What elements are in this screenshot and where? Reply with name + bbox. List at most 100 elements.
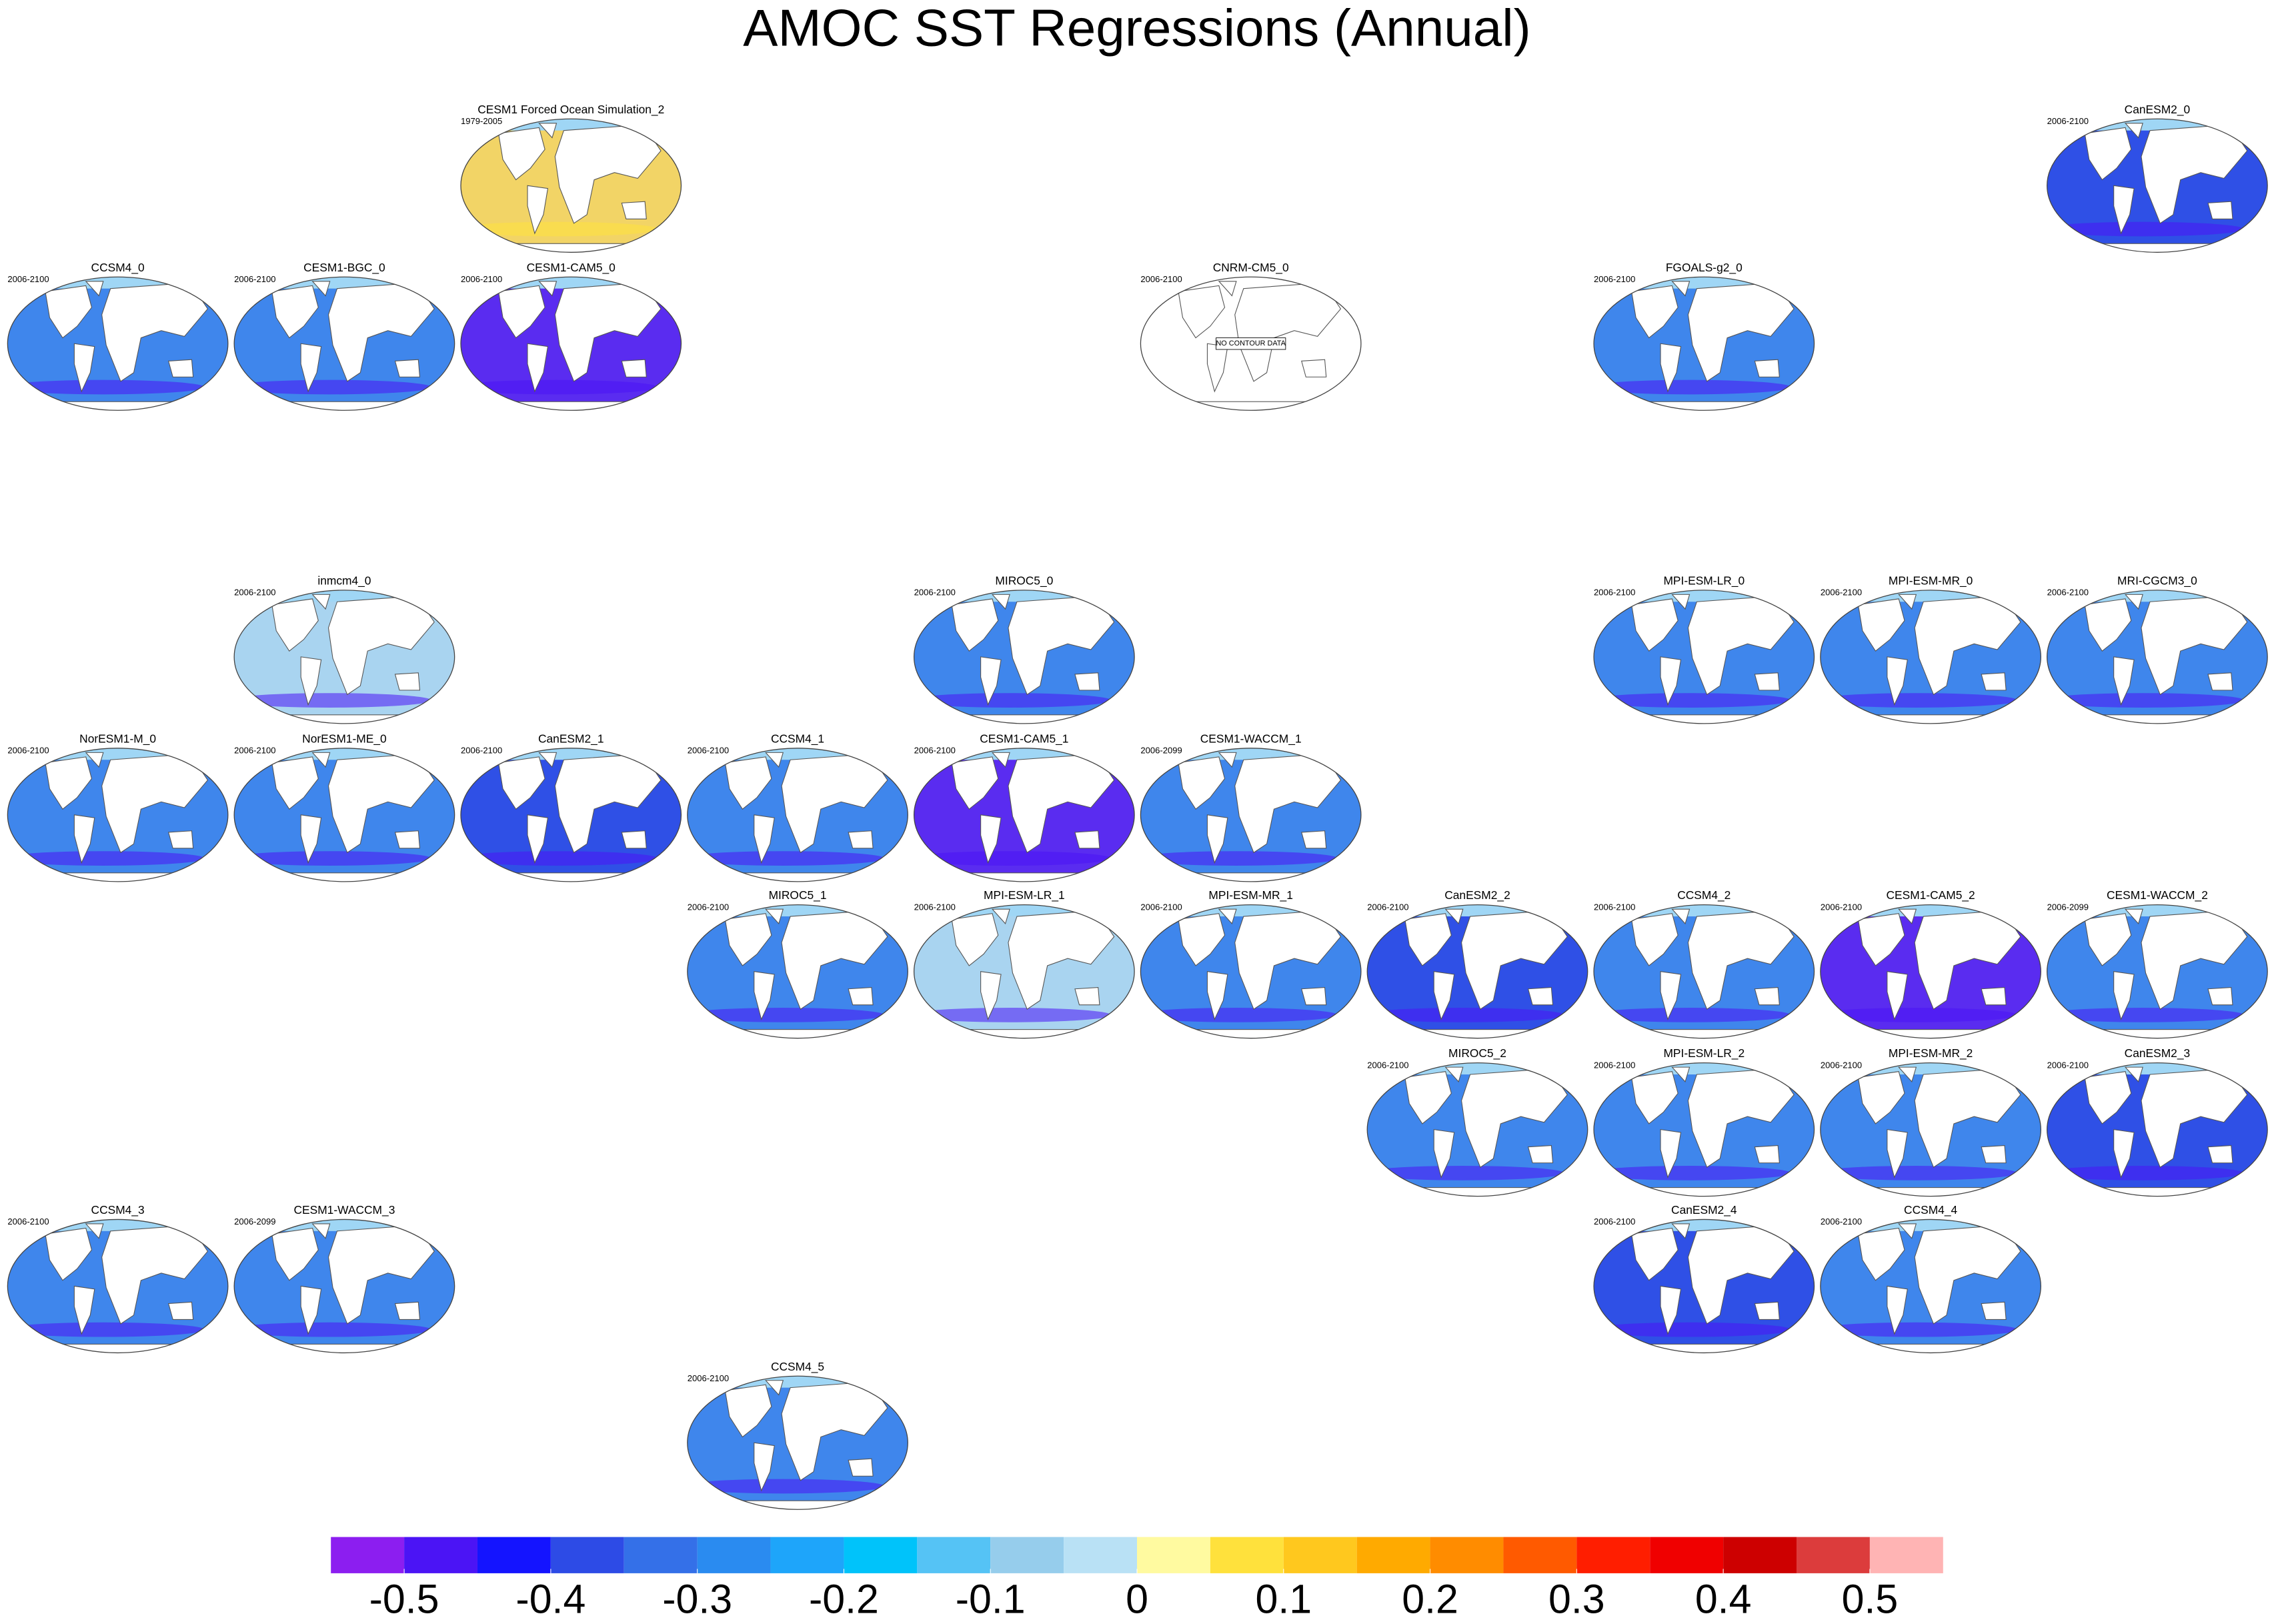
colorbar-box — [844, 1537, 918, 1573]
map-border — [2047, 118, 2268, 253]
panel-title: CCSM4_3 — [91, 1203, 145, 1216]
panel-title: NorESM1-ME_0 — [302, 732, 387, 745]
panel-title: CESM1-CAM5_1 — [980, 732, 1068, 745]
ocean-band — [7, 379, 205, 395]
land — [167, 830, 194, 849]
map — [914, 590, 1135, 724]
colorbar-box — [697, 1537, 771, 1573]
map-panel: CCSM4_4 2006-2100 — [1820, 1203, 2041, 1354]
panel-period: 2006-2100 — [1821, 1060, 1862, 1070]
ocean-band — [234, 851, 431, 866]
colorbar-tick-label: 0.1 — [1255, 1576, 1312, 1621]
map-border — [1593, 590, 1815, 724]
map-panel: FGOALS-g2_0 2006-2100 — [1593, 261, 1815, 411]
land — [2113, 656, 2135, 706]
map-panel: CCSM4_1 2006-2100 — [687, 732, 908, 882]
land — [1404, 1071, 1452, 1124]
land — [1206, 814, 1228, 864]
map — [687, 748, 908, 882]
ocean-band — [460, 851, 658, 866]
map — [914, 904, 1135, 1038]
map-border — [913, 748, 1135, 882]
panel-period: 2006-2100 — [234, 274, 275, 284]
map — [1594, 1219, 1815, 1353]
land — [980, 971, 1002, 1020]
land — [1754, 359, 1780, 377]
land — [2124, 908, 2143, 924]
antarctica — [460, 401, 682, 411]
land — [271, 598, 319, 652]
antarctica — [1820, 1029, 2041, 1038]
map-border — [1593, 1062, 1815, 1197]
land — [2084, 598, 2132, 652]
map-border — [2047, 904, 2268, 1039]
land — [311, 594, 331, 610]
map-border — [1820, 590, 2041, 724]
map — [1140, 748, 1361, 882]
map-border — [687, 904, 908, 1039]
map-border — [1366, 1062, 1588, 1197]
land — [1754, 1144, 1780, 1164]
panel-period: 2006-2100 — [234, 588, 275, 598]
antarctica — [1594, 1187, 1815, 1196]
land — [45, 285, 93, 339]
land — [1444, 908, 1464, 924]
land — [1671, 908, 1690, 924]
land — [1444, 1066, 1464, 1082]
antarctica — [914, 1029, 1135, 1038]
ocean-band — [234, 693, 431, 708]
land — [1981, 1144, 2007, 1164]
map-border — [233, 748, 455, 882]
map-panel: MRI-CGCM3_0 2006-2100 — [2047, 574, 2268, 724]
antarctica — [460, 243, 682, 253]
colorbar-tick-label: 0.3 — [1548, 1576, 1605, 1621]
land — [1898, 1066, 1917, 1082]
panel-period: 2006-2100 — [1821, 1216, 1862, 1227]
map-panel: CESM1-CAM5_2 2006-2100 — [1820, 888, 2041, 1039]
panel-title: CESM1-BGC_0 — [303, 261, 385, 274]
map-panel: CNRM-CM5_0 2006-2100 NO CONTOUR DATA — [1140, 261, 1362, 411]
map — [2047, 590, 2268, 724]
map-panel: MIROC5_2 2006-2100 — [1366, 1046, 1588, 1197]
panel-period: 2006-2100 — [461, 746, 502, 756]
map-border — [1593, 276, 1815, 411]
map-border — [1820, 904, 2041, 1039]
panel-period: 2006-2100 — [7, 746, 49, 756]
land — [1206, 971, 1228, 1020]
antarctica — [687, 1029, 908, 1038]
map — [1594, 277, 1815, 411]
panel-period: 1979-2005 — [461, 116, 502, 126]
land — [538, 752, 557, 768]
land — [754, 1442, 775, 1492]
land — [271, 756, 319, 810]
panel-period: 2006-2100 — [1821, 588, 1862, 598]
land — [2207, 1144, 2233, 1164]
land — [1630, 1071, 1678, 1124]
map-border — [7, 1219, 229, 1354]
panel-period: 2006-2100 — [461, 274, 502, 284]
panel-period: 2006-2100 — [1367, 1060, 1408, 1070]
land — [2113, 1129, 2135, 1178]
land — [167, 1301, 194, 1320]
panel-title: CCSM4_0 — [91, 261, 145, 274]
antarctica — [7, 872, 228, 882]
panel-period: 2006-2100 — [2047, 1060, 2089, 1070]
land — [1660, 656, 1682, 706]
land — [1887, 971, 1908, 1020]
map-panel: CanESM2_4 2006-2100 — [1593, 1203, 1815, 1354]
land — [754, 971, 775, 1020]
map-border — [687, 748, 908, 882]
land — [2113, 185, 2135, 235]
map — [460, 119, 682, 253]
land — [1404, 913, 1452, 966]
map — [1594, 904, 1815, 1038]
panel-period: 2006-2100 — [914, 588, 956, 598]
land — [991, 594, 1010, 610]
land — [2084, 127, 2132, 181]
map-panel: CanESM2_3 2006-2100 — [2047, 1046, 2268, 1197]
map — [2047, 119, 2268, 253]
antarctica — [234, 714, 455, 724]
panel-title: FGOALS-g2_0 — [1666, 261, 1743, 274]
